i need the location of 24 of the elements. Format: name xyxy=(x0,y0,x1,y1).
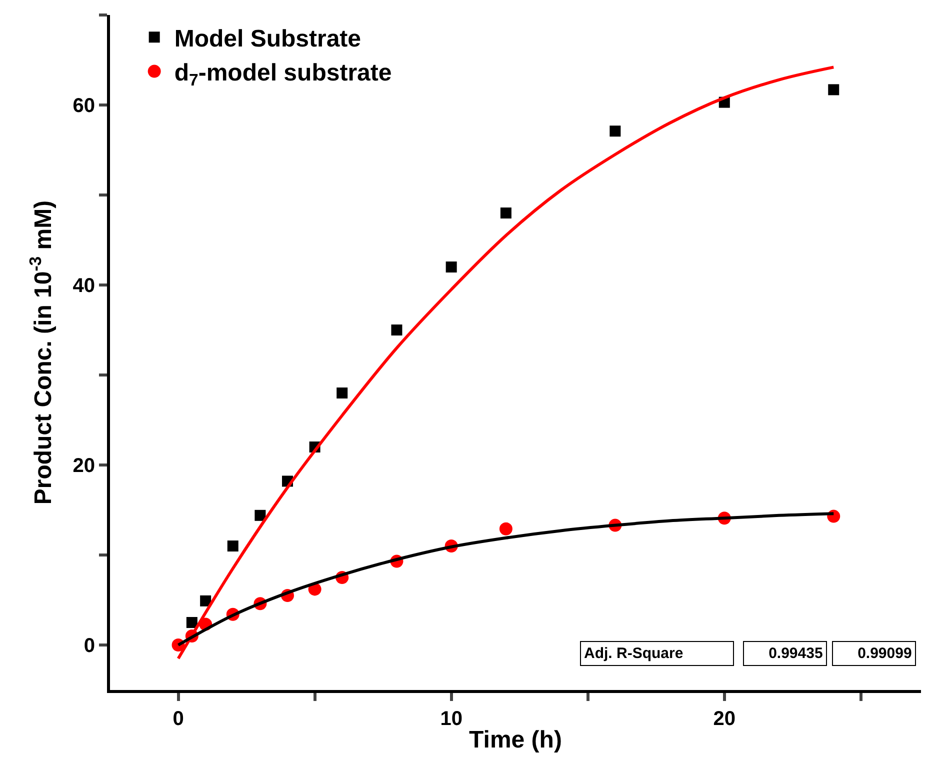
x-tick-label: 20 xyxy=(713,708,736,730)
point xyxy=(446,262,457,272)
legend-label: d$_{7}$-model substrate xyxy=(174,60,392,90)
point xyxy=(391,324,402,336)
annotation: 0.99435 xyxy=(768,645,823,662)
annotation: Adj. R-Square xyxy=(584,645,684,662)
point xyxy=(200,595,212,606)
y-tick-label: 20 xyxy=(72,455,95,477)
point xyxy=(254,510,266,521)
point xyxy=(336,388,348,398)
point xyxy=(227,540,238,552)
point xyxy=(828,84,840,96)
legend-label: Model Substrate xyxy=(174,25,362,52)
point xyxy=(186,617,198,628)
annotation: 0.99099 xyxy=(858,645,912,662)
point xyxy=(500,208,512,218)
x-tick-label: 10 xyxy=(440,708,462,730)
point xyxy=(610,126,621,137)
y-tick-label: 0 xyxy=(84,635,95,657)
x-axis-title: Time (h) xyxy=(469,726,562,754)
y-tick-label: 60 xyxy=(72,95,95,117)
x-tick-label: 0 xyxy=(172,708,184,730)
point xyxy=(499,522,512,536)
y-tick-label: 40 xyxy=(72,275,95,297)
